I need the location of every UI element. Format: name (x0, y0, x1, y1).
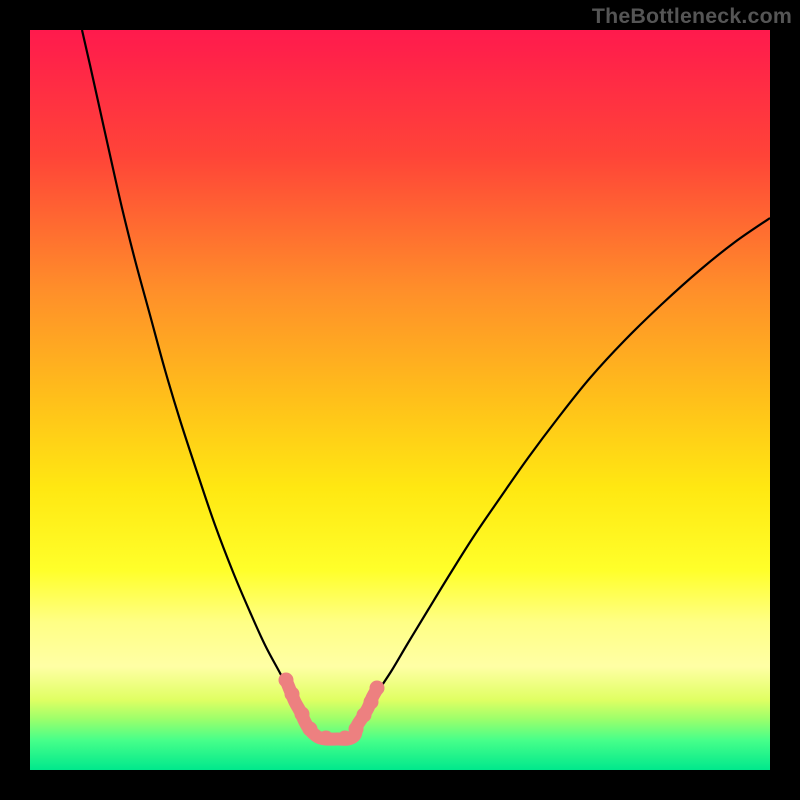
plot-background (30, 30, 770, 770)
valley-marker (295, 707, 310, 722)
valley-marker (357, 708, 372, 723)
valley-marker (364, 695, 379, 710)
watermark-text: TheBottleneck.com (592, 4, 792, 29)
valley-marker (349, 722, 364, 737)
valley-marker (370, 681, 385, 696)
valley-marker (279, 673, 294, 688)
valley-marker (285, 687, 300, 702)
valley-marker (319, 731, 334, 746)
valley-marker (303, 722, 318, 737)
chart-canvas (0, 0, 800, 800)
